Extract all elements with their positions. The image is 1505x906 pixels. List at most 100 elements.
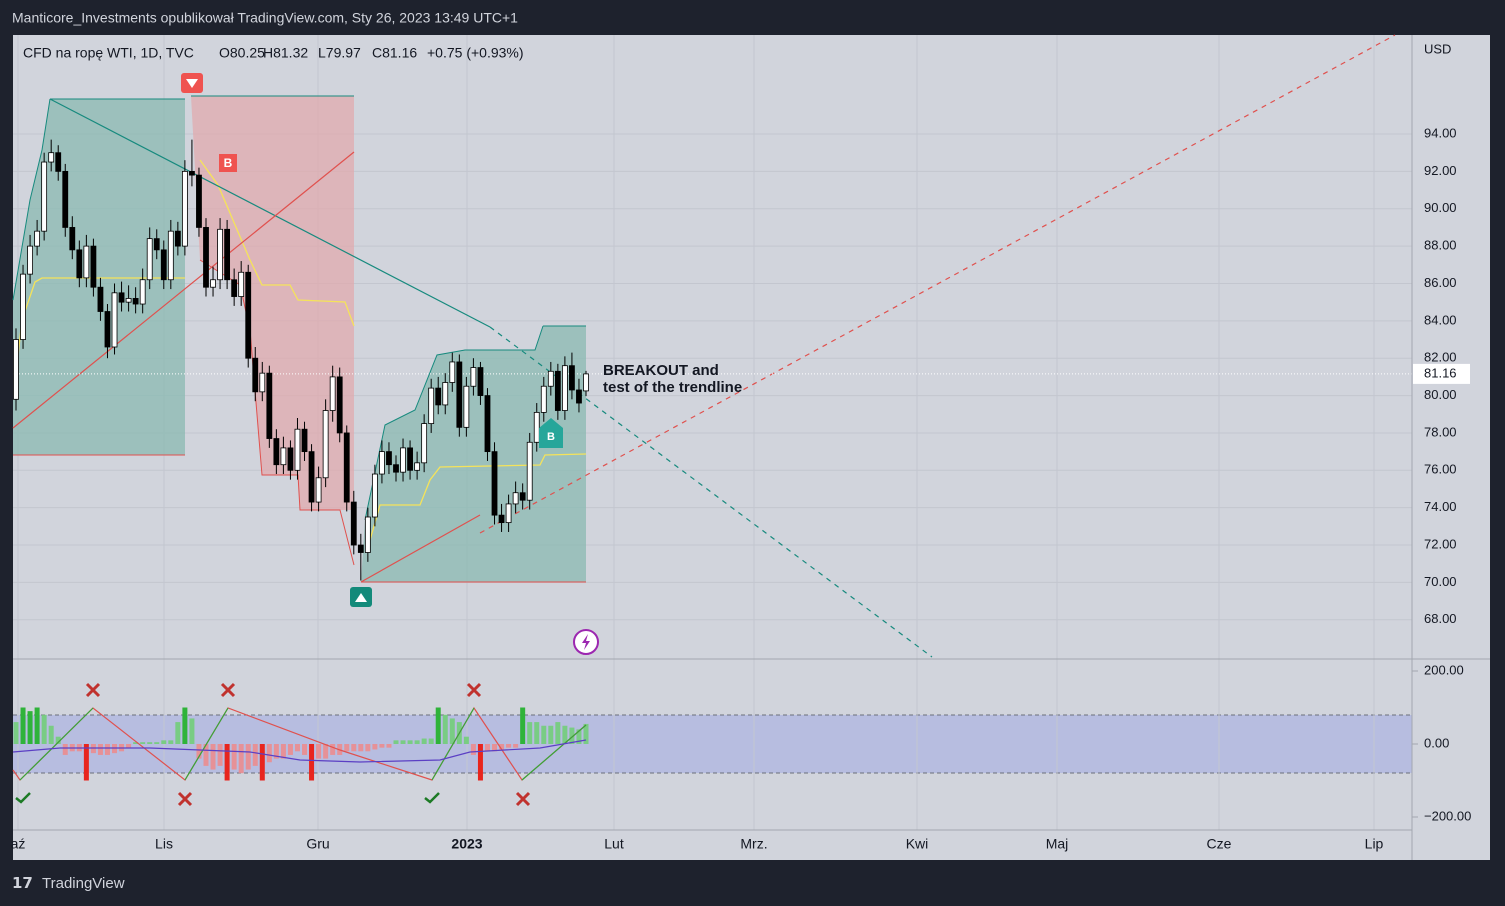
- candle-body: [414, 462, 421, 471]
- osc-bar: [168, 740, 174, 744]
- signal-b-bg: [219, 154, 237, 172]
- osc-bar: [316, 744, 322, 759]
- candle-body: [547, 370, 554, 387]
- osc-bar: [83, 744, 89, 781]
- osc-bar: [273, 744, 279, 759]
- x-tick-label: Lip: [1365, 836, 1384, 852]
- osc-bar: [506, 744, 512, 748]
- candle-body: [393, 464, 399, 473]
- candle-body: [329, 376, 336, 411]
- candle-body: [280, 447, 287, 466]
- y-tick-label: 94.00: [1424, 125, 1457, 140]
- oscillator: [13, 670, 1418, 818]
- osc-bar: [252, 744, 258, 766]
- baseline: [199, 159, 355, 327]
- candle-body: [512, 492, 519, 505]
- x-tick-label: Lut: [604, 836, 624, 852]
- candle-body: [308, 451, 315, 503]
- candle-body: [428, 387, 435, 424]
- osc-bar: [20, 707, 26, 744]
- zigzag-up: [184, 707, 229, 781]
- candle-body: [217, 228, 223, 281]
- trail-line: [364, 325, 544, 521]
- legend-close: C81.16: [372, 45, 417, 61]
- osc-bar: [34, 707, 40, 744]
- candle-body: [76, 249, 83, 279]
- candle-body: [231, 279, 238, 297]
- trendline: [360, 514, 481, 583]
- y-tick-label: 72.00: [1424, 536, 1457, 551]
- candle-body: [519, 492, 526, 501]
- osc-bar: [133, 742, 139, 744]
- candle-body: [125, 298, 132, 303]
- candle-body: [379, 451, 385, 475]
- candle-body: [315, 477, 322, 503]
- y-tick-label: 68.00: [1424, 611, 1457, 626]
- osc-tick-label: 0.00: [1424, 735, 1449, 750]
- candle-body: [407, 447, 413, 471]
- candle-body: [526, 441, 533, 501]
- candle-body: [181, 170, 188, 247]
- last-price-label: 81.16: [1424, 365, 1457, 380]
- osc-bar: [534, 722, 540, 744]
- osc-bar: [562, 725, 568, 744]
- osc-bar: [154, 742, 160, 744]
- osc-bar: [484, 744, 490, 752]
- osc-bar: [583, 723, 589, 744]
- y-tick-label: 92.00: [1424, 163, 1457, 178]
- osc-bar: [302, 744, 308, 755]
- x-tick-label: Kwi: [906, 836, 929, 852]
- osc-bar: [161, 740, 167, 744]
- candle-body: [160, 249, 167, 281]
- x-tick-label: 2023: [451, 836, 482, 852]
- candle-body: [463, 385, 470, 428]
- candle-body: [132, 298, 139, 305]
- y-tick-label: 84.00: [1424, 312, 1457, 327]
- candle-body: [442, 382, 449, 406]
- osc-bar: [203, 744, 209, 766]
- candle-body: [203, 227, 209, 288]
- candle-body: [224, 228, 231, 281]
- osc-bar: [527, 722, 533, 744]
- time-axis: aź Lis Gru 2023 Lut Mrz. Kwi Maj Cze Lip: [11, 836, 1384, 852]
- candle-body: [322, 410, 329, 479]
- trendline-dashed: [479, 34, 1396, 534]
- osc-bar: [548, 725, 554, 744]
- candle-body: [435, 387, 442, 406]
- osc-bar: [189, 718, 195, 744]
- osc-tick-label: −200.00: [1424, 808, 1471, 823]
- candle-body: [104, 311, 111, 348]
- osc-bar: [55, 736, 61, 744]
- legend: CFD na ropę WTI, 1D, TVC O80.25 H81.32 L…: [23, 45, 524, 61]
- y-tick-label: 74.00: [1424, 499, 1457, 514]
- osc-bar: [104, 744, 110, 755]
- zone-long-2: [361, 326, 586, 582]
- osc-bar: [386, 744, 392, 748]
- candle-body: [273, 438, 280, 466]
- check-marker: [424, 792, 440, 804]
- trendline: [49, 98, 491, 328]
- x-tick-label: Cze: [1207, 836, 1232, 852]
- candle-body: [477, 367, 484, 396]
- osc-band: [13, 715, 1412, 773]
- osc-bar: [309, 744, 315, 781]
- candle-body: [238, 271, 245, 297]
- candle-body: [491, 451, 498, 516]
- footer-brand: TradingView: [42, 875, 125, 892]
- osc-tick-label: 200.00: [1424, 662, 1464, 677]
- candle-body: [167, 230, 174, 281]
- osc-bar: [520, 707, 526, 744]
- x-tick-label: Maj: [1046, 836, 1069, 852]
- x-markers: [85, 682, 531, 807]
- candle-body: [146, 238, 153, 281]
- candle-body: [449, 361, 456, 383]
- candle-body: [576, 389, 582, 404]
- osc-bar: [358, 744, 364, 752]
- osc-bar: [428, 738, 434, 744]
- candle-body: [210, 279, 216, 288]
- candle-body: [34, 230, 41, 247]
- candle-body: [196, 174, 202, 228]
- osc-bar: [294, 744, 300, 752]
- annotation-line: BREAKOUT and: [603, 362, 719, 379]
- osc-bar: [13, 722, 19, 744]
